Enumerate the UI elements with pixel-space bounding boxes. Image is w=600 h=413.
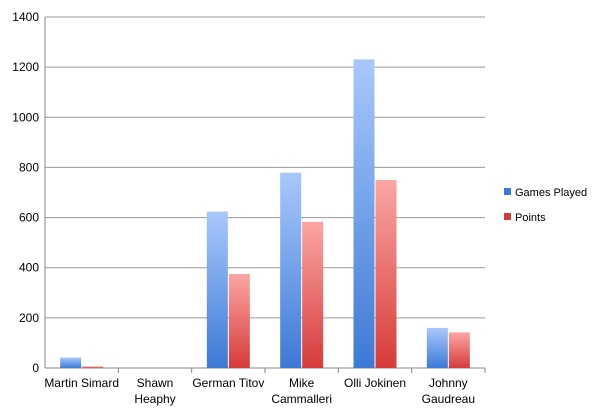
y-tick-label: 1000 xyxy=(12,110,39,124)
x-tick-label: Cammalleri xyxy=(271,392,332,406)
x-tick-label: Gaudreau xyxy=(422,392,475,406)
y-tick-label: 200 xyxy=(19,311,39,325)
bar-games-played xyxy=(426,327,448,368)
bar-points xyxy=(375,179,397,368)
legend-swatch xyxy=(504,188,511,195)
y-tick-label: 0 xyxy=(32,361,39,375)
x-tick-label: Shawn xyxy=(137,376,174,390)
x-tick-label: Mike xyxy=(289,376,315,390)
bar-games-played xyxy=(206,211,228,368)
x-tick-label: German Titov xyxy=(192,376,264,390)
y-tick-label: 600 xyxy=(19,211,39,225)
x-tick-label: Martin Simard xyxy=(44,376,119,390)
y-tick-label: 800 xyxy=(19,160,39,174)
legend: Games Played Points xyxy=(504,187,587,224)
x-tick-label: Johnny xyxy=(429,376,468,390)
bar-games-played xyxy=(353,59,375,368)
x-axis-ticks: Martin Simard Shawn Heaphy German Titov Mike… xyxy=(44,376,475,406)
legend-swatch xyxy=(504,213,511,220)
x-tick-label: Heaphy xyxy=(134,392,175,406)
bar-games-played xyxy=(60,357,82,368)
bar-games-played xyxy=(280,172,302,368)
gridlines xyxy=(44,16,486,373)
bar-points xyxy=(448,332,470,368)
legend-label: Points xyxy=(515,212,546,224)
bar-points xyxy=(302,221,324,368)
x-tick-label: Olli Jokinen xyxy=(344,376,406,390)
bar-points xyxy=(228,273,250,368)
y-axis-ticks: 0 200 400 600 800 1000 1200 1400 xyxy=(12,10,39,375)
legend-label: Games Played xyxy=(515,187,587,199)
y-tick-label: 400 xyxy=(19,261,39,275)
bar-points xyxy=(82,366,104,368)
bars xyxy=(60,59,470,368)
y-tick-label: 1400 xyxy=(12,10,39,24)
y-tick-label: 1200 xyxy=(12,60,39,74)
